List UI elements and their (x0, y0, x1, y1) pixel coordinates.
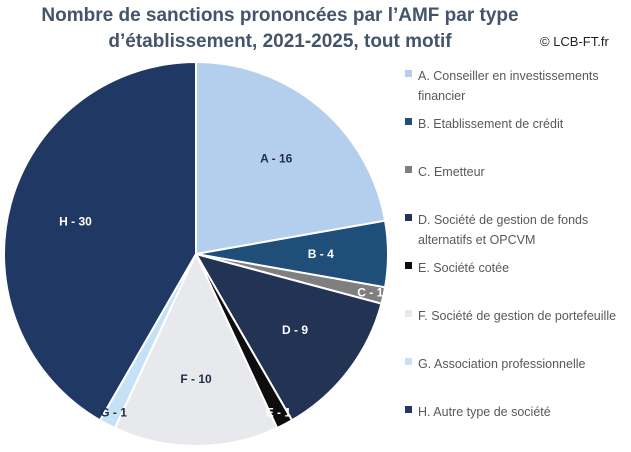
legend-swatch-e (405, 262, 412, 269)
legend-swatch-b (405, 118, 412, 125)
legend-label-g: G. Association professionnelle (418, 357, 586, 371)
legend-label-b: B. Etablissement de crédit (418, 117, 564, 131)
slice-label-g: G - 1 (100, 405, 127, 419)
legend-label-e: E. Société cotée (418, 261, 510, 275)
legend-swatch-g (405, 358, 412, 365)
pie-chart: A - 16 B - 4 C - 1 D - 9 E - 1 F - 10 G - 1 H -… (3, 60, 389, 447)
slice-label-c: C - 1 (357, 286, 383, 300)
legend-label-h: H. Autre type de société (418, 405, 551, 419)
legend-swatch-d (405, 214, 412, 221)
slice-label-e: E - 1 (266, 405, 292, 419)
slice-labels: A - 16 B - 4 C - 1 D - 9 E - 1 F - 10 G - 1 H -… (59, 151, 383, 419)
legend-label-a: A. Conseiller en investissements financi… (418, 69, 599, 103)
slice-label-f: F - 10 (180, 372, 212, 386)
legend-swatch-f (405, 310, 412, 317)
pie-slice-f (113, 251, 279, 447)
pie-slice-a (195, 60, 387, 256)
slice-label-h: H - 30 (59, 215, 92, 229)
legend-label-d: D. Société de gestion de fonds alternati… (418, 213, 589, 247)
chart-title: Nombre de sanctions prononcées par l’AMF… (20, 3, 540, 55)
pie-slice-h (3, 60, 197, 422)
legend-swatch-a (405, 70, 412, 77)
slice-label-b: B - 4 (308, 247, 334, 261)
copyright-notice: © LCB-FT.fr (540, 34, 609, 49)
legend-swatch-c (405, 166, 412, 173)
chart-title-line-2: d’établissement, 2021-2025, tout motif (108, 31, 452, 52)
legend-swatch-h (405, 406, 412, 413)
slice-label-a: A - 16 (260, 151, 293, 165)
pie-slice-d (193, 252, 383, 422)
legend-label-c: C. Emetteur (418, 165, 485, 179)
slice-label-d: D - 9 (282, 323, 308, 337)
legend-label-f: F. Société de gestion de portefeuille (418, 309, 617, 323)
chart-title-line-1: Nombre de sanctions prononcées par l’AMF… (41, 5, 519, 26)
